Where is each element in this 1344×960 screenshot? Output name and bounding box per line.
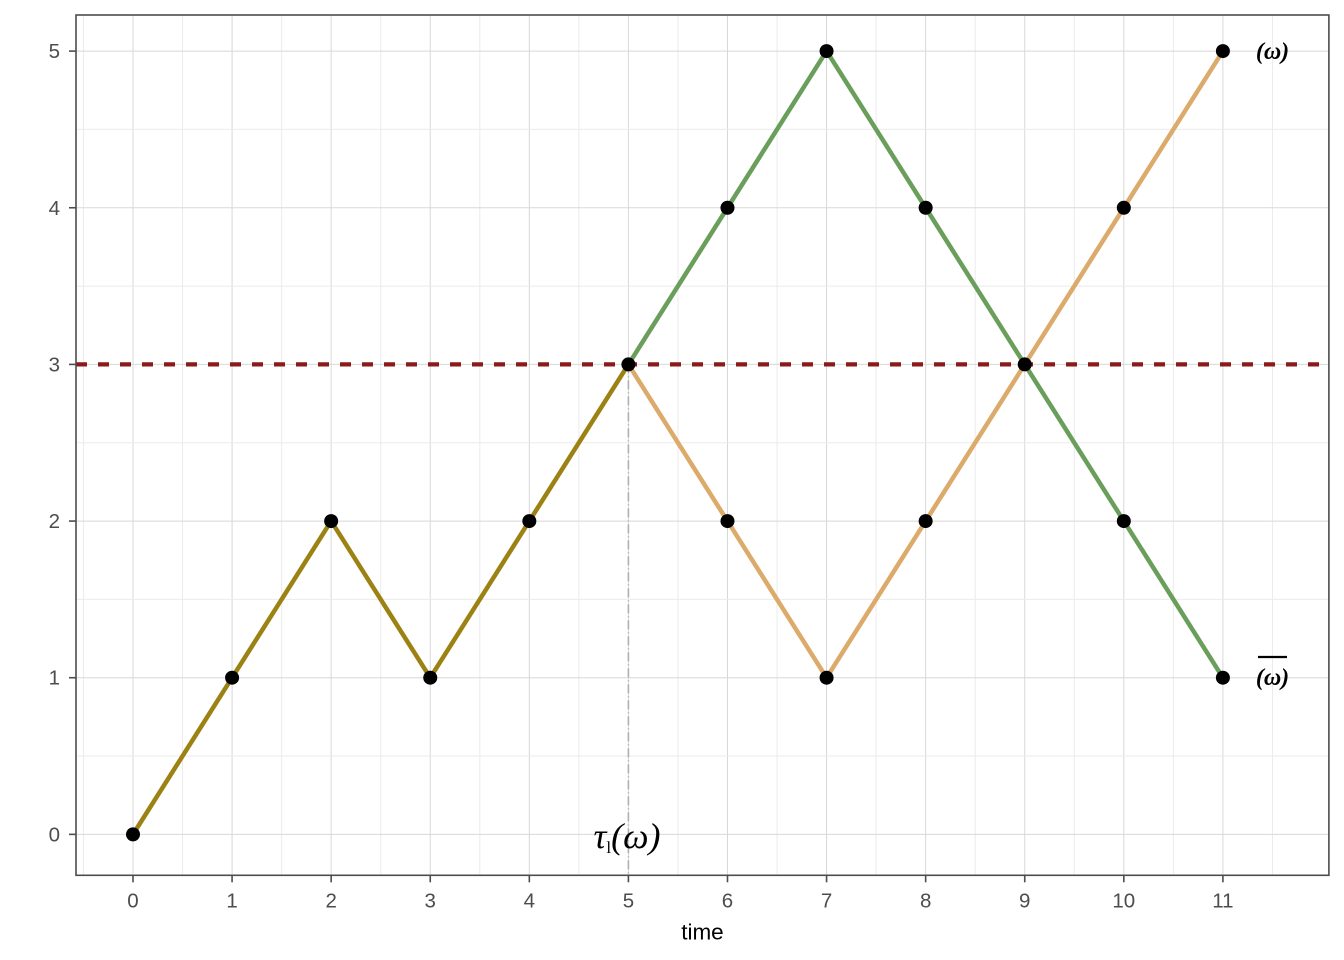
svg-text:(ω): (ω): [1256, 39, 1289, 65]
svg-text:5: 5: [49, 40, 60, 63]
svg-text:5: 5: [623, 889, 634, 912]
svg-text:0: 0: [127, 889, 138, 912]
svg-text:0: 0: [49, 823, 60, 846]
svg-text:10: 10: [1112, 889, 1135, 912]
svg-text:1: 1: [49, 667, 60, 690]
svg-text:1: 1: [226, 889, 237, 912]
svg-text:3: 3: [49, 353, 60, 376]
svg-text:τl(ω): τl(ω): [593, 816, 660, 857]
svg-text:4: 4: [524, 889, 535, 912]
svg-text:6: 6: [722, 889, 733, 912]
svg-text:(ω): (ω): [1256, 665, 1289, 691]
svg-text:7: 7: [821, 889, 832, 912]
svg-text:9: 9: [1019, 889, 1030, 912]
svg-text:11: 11: [1212, 889, 1233, 912]
svg-text:3: 3: [425, 889, 436, 912]
svg-text:2: 2: [49, 510, 60, 533]
svg-text:time: time: [681, 919, 724, 944]
svg-text:4: 4: [49, 197, 60, 220]
svg-text:8: 8: [920, 889, 931, 912]
svg-text:2: 2: [325, 889, 336, 912]
